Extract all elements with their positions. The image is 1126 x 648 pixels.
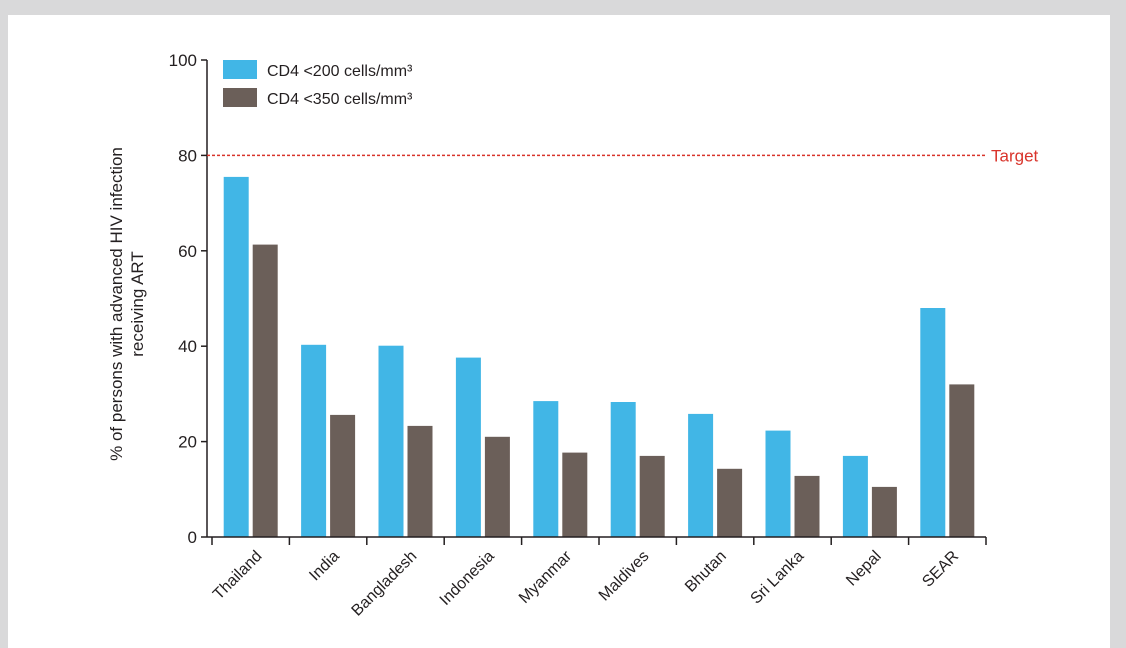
bar-chart: 0 20 40 60 80 100 Thailand India Bangladesh Indon…: [107, 51, 1039, 620]
bar-cd4-350-bhutan: [717, 468, 743, 537]
y-tick-label: 40: [178, 337, 197, 356]
bar-cd4-350-indonesia: [484, 436, 510, 537]
bar-cd4-200-thailand: [223, 176, 249, 537]
x-category-label: SEAR: [919, 548, 962, 591]
x-category-label: Bhutan: [682, 548, 730, 596]
legend-swatch-cd4-200: [223, 60, 257, 79]
legend: CD4 <200 cells/mm³ CD4 <350 cells/mm³: [223, 60, 413, 108]
chart-panel: 0 20 40 60 80 100 Thailand India Bangladesh Indon…: [8, 15, 1110, 648]
legend-label-cd4-350: CD4 <350 cells/mm³: [267, 91, 413, 108]
x-category-label: India: [306, 548, 343, 585]
bar-cd4-350-myanmar: [562, 452, 588, 537]
x-category-label: Thailand: [210, 548, 265, 603]
bar-cd4-200-sear: [920, 308, 946, 537]
bar-cd4-350-sear: [949, 384, 975, 537]
y-tick-label: 60: [178, 242, 197, 261]
legend-label-cd4-200: CD4 <200 cells/mm³: [267, 63, 413, 80]
bar-cd4-200-bangladesh: [378, 345, 404, 537]
bar-cd4-350-thailand: [252, 244, 278, 537]
x-category-label: Nepal: [843, 548, 885, 590]
x-category-label: Sri Lanka: [748, 548, 808, 608]
y-tick-label: 80: [178, 146, 197, 165]
y-axis-title-line-2: receiving ART: [128, 251, 147, 357]
bar-cd4-200-sri-lanka: [765, 430, 791, 537]
target-line-group: Target: [207, 146, 1039, 165]
bar-cd4-350-bangladesh: [407, 425, 433, 537]
y-axis-title-line-1: % of persons with advanced HIV infection: [107, 147, 126, 461]
bar-cd4-200-myanmar: [533, 401, 559, 537]
bar-cd4-350-sri-lanka: [794, 475, 820, 537]
bar-cd4-200-bhutan: [688, 413, 714, 537]
y-tick-label: 100: [169, 51, 197, 70]
bar-cd4-350-india: [330, 414, 356, 537]
y-tick-label: 20: [178, 433, 197, 452]
axes-layer: [201, 59, 987, 545]
bar-cd4-350-maldives: [639, 455, 665, 537]
x-category-label: Maldives: [596, 548, 653, 605]
x-category-label: Myanmar: [516, 547, 576, 607]
target-label: Target: [991, 146, 1039, 165]
y-tick-label: 0: [188, 528, 197, 547]
x-category-label: Bangladesh: [349, 548, 421, 620]
legend-swatch-cd4-350: [223, 88, 257, 107]
bars-layer: [223, 176, 975, 537]
bar-cd4-200-india: [301, 344, 327, 537]
x-category-label: Indonesia: [437, 548, 498, 609]
bar-cd4-200-indonesia: [455, 357, 481, 537]
bar-cd4-200-maldives: [610, 402, 636, 537]
bar-cd4-200-nepal: [842, 455, 868, 537]
bar-cd4-350-nepal: [871, 486, 897, 537]
